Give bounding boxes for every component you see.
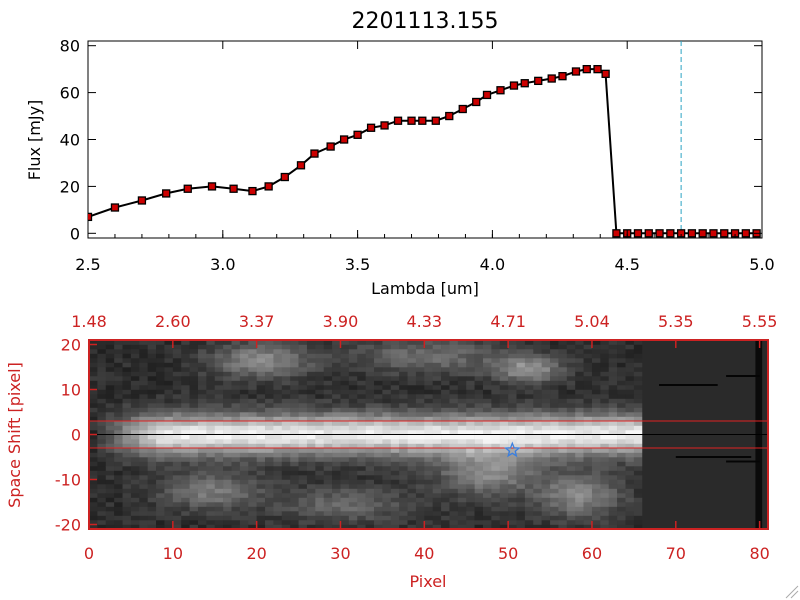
x-tick-label: 3.0: [210, 255, 235, 274]
flux-point: [339, 135, 349, 144]
pixel-tick-label: 50: [498, 544, 518, 563]
space-shift-tick-label: 10: [61, 381, 81, 400]
flux-point: [458, 104, 467, 114]
y-axis-label: Flux [mJy]: [25, 100, 44, 181]
wavelength-tick-label: 4.33: [406, 312, 442, 331]
wavelength-tick-label: 5.55: [742, 312, 778, 331]
flux-point: [547, 74, 556, 83]
wavelength-tick-label: 5.04: [574, 312, 610, 331]
wavelength-tick-label: 3.90: [323, 312, 359, 331]
spectrum-2d-image: [89, 340, 768, 529]
flux-point: [280, 172, 289, 182]
flux-point: [380, 121, 389, 130]
flux-point: [698, 229, 707, 238]
flux-point: [593, 64, 602, 74]
pixel-tick-label: 10: [163, 544, 183, 563]
pixel-tick-label: 30: [330, 544, 350, 563]
flux-line: [88, 68, 757, 235]
flux-point: [137, 196, 147, 205]
flux-point: [296, 161, 306, 170]
flux-point: [741, 229, 750, 238]
flux-point: [472, 97, 481, 107]
pixel-axis-label: Pixel: [409, 572, 446, 591]
flux-point: [534, 76, 543, 86]
space-shift-tick-label: -10: [55, 471, 81, 490]
flux-point: [633, 229, 643, 238]
flux-point: [612, 229, 621, 238]
chart-title: 2201113.155: [352, 9, 499, 34]
flux-point: [558, 72, 567, 81]
flux-point: [110, 203, 120, 212]
spectrum-axes: 2.5 3.0 3.5 4.0 4.5 5.0 0 20 40 60 80: [60, 37, 775, 274]
x-tick-label: 5.0: [749, 255, 774, 274]
x-tick-label: 2.5: [75, 255, 100, 274]
pixel-tick-label: 80: [749, 544, 769, 563]
source-star-icon: [504, 441, 521, 458]
wavelength-tick-label: 3.37: [239, 312, 275, 331]
flux-point: [520, 79, 529, 88]
x-tick-label: 4.0: [480, 255, 505, 274]
y-tick-label: 40: [60, 131, 80, 150]
flux-point: [571, 67, 581, 76]
image-pixels: [89, 340, 643, 529]
pixel-tick-label: 60: [582, 544, 602, 563]
flux-point: [445, 111, 454, 121]
flux-point: [418, 116, 427, 125]
flux-point: [264, 182, 273, 191]
flux-point: [687, 229, 697, 238]
y-tick-label: 0: [70, 224, 80, 243]
space-shift-axis-label: Space Shift [pixel]: [5, 362, 24, 508]
flux-point: [482, 90, 492, 100]
x-tick-label: 4.5: [614, 255, 639, 274]
flux-point: [601, 69, 610, 78]
pixel-tick-label: 20: [246, 544, 266, 563]
flux-point: [183, 184, 192, 193]
x-axis-label: Lambda [um]: [371, 279, 479, 298]
flux-point: [666, 229, 675, 238]
flux-point: [310, 149, 319, 158]
wavelength-tick-label: 2.60: [155, 312, 191, 331]
resize-grip-icon[interactable]: [785, 585, 799, 599]
flux-point: [709, 229, 718, 238]
pixel-tick-label: 70: [666, 544, 686, 563]
flux-point: [366, 123, 376, 132]
flux-point: [644, 229, 653, 238]
flux-point: [431, 116, 440, 125]
flux-point: [720, 229, 729, 238]
space-shift-tick-label: 0: [71, 426, 81, 445]
y-tick-label: 20: [60, 177, 80, 196]
y-tick-label: 80: [60, 37, 80, 56]
flux-point: [248, 186, 257, 196]
flux-point: [582, 64, 591, 74]
flux-point: [207, 182, 217, 191]
flux-point: [393, 116, 403, 125]
flux-point: [655, 229, 664, 238]
flux-point: [162, 189, 171, 198]
spectrum-plot-area: [88, 41, 761, 238]
flux-point: [407, 116, 416, 125]
y-tick-label: 60: [60, 84, 80, 103]
flux-point: [88, 212, 93, 222]
spectrum-plot-frame: [87, 40, 763, 239]
flux-point: [496, 86, 505, 95]
wavelength-tick-label: 4.71: [490, 312, 526, 331]
flux-point: [326, 142, 335, 151]
image-axes: 0 10 20 30 40 50 60 70 80 1.48 2.60 3.37 3.90 4.33 4.7…: [55, 312, 778, 563]
flux-point: [353, 130, 362, 139]
pixel-tick-label: 0: [84, 544, 94, 563]
flux-point: [229, 184, 238, 193]
wavelength-tick-label: 1.48: [71, 312, 107, 331]
wavelength-tick-label: 5.35: [658, 312, 694, 331]
pixel-tick-label: 40: [414, 544, 434, 563]
space-shift-tick-label: -20: [55, 516, 81, 535]
x-tick-label: 3.5: [345, 255, 370, 274]
flux-point: [509, 81, 519, 90]
space-shift-tick-label: 20: [61, 336, 81, 355]
